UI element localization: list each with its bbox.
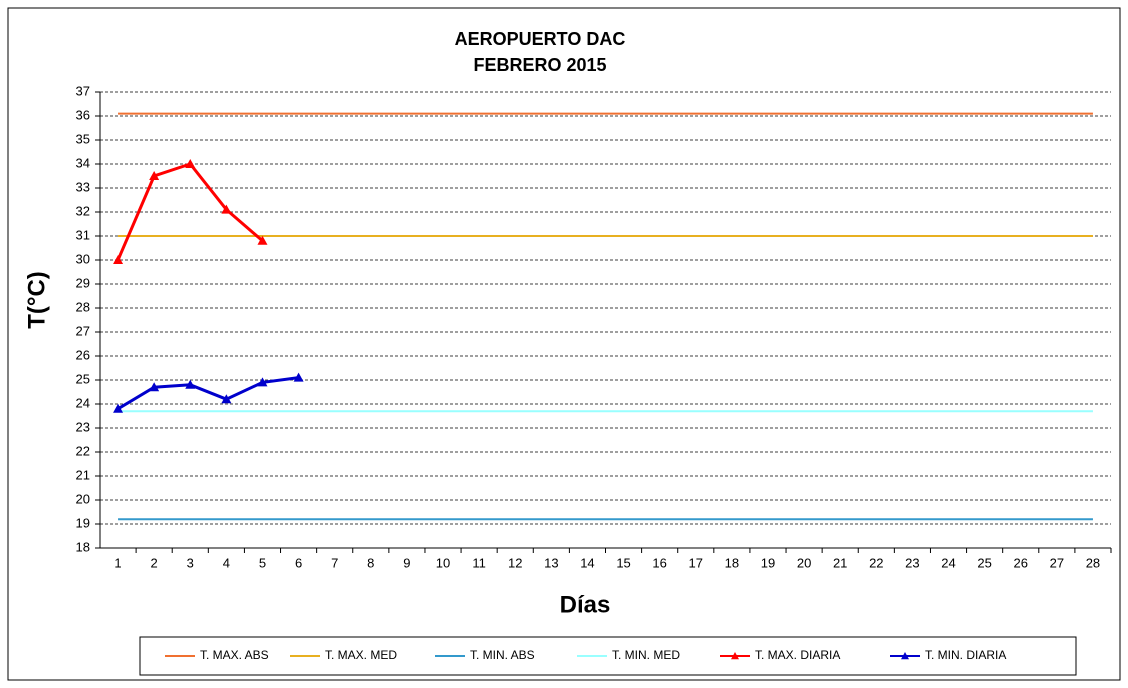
- point-marker: [113, 403, 124, 413]
- point-marker: [113, 255, 124, 264]
- x-tick-label: 23: [905, 555, 919, 570]
- chart-border: [7, 7, 1121, 681]
- point-marker: [221, 204, 232, 214]
- point-marker: [185, 159, 196, 168]
- x-tick-label: 26: [1013, 555, 1027, 570]
- legend-label: T. MIN. ABS: [470, 648, 535, 662]
- y-tick-label: 30: [76, 251, 90, 266]
- x-tick-label: 3: [187, 555, 194, 570]
- x-tick-label: 15: [616, 555, 630, 570]
- x-tick-label: 25: [977, 555, 991, 570]
- y-tick-label: 34: [76, 155, 90, 170]
- x-tick-label: 28: [1086, 555, 1100, 570]
- x-tick-label: 7: [331, 555, 338, 570]
- x-tick-label: 6: [295, 555, 302, 570]
- legend-label: T. MAX. MED: [325, 648, 397, 662]
- series-line: [117, 376, 299, 411]
- point-marker: [149, 382, 160, 392]
- point-marker: [257, 235, 268, 245]
- legend-marker: [901, 652, 909, 660]
- x-tick-label: 11: [472, 555, 486, 570]
- point-marker: [149, 171, 160, 180]
- chart-title: AEROPUERTO DAC: [455, 29, 626, 49]
- x-tick-label: 24: [941, 555, 955, 570]
- x-tick-label: 8: [367, 555, 374, 570]
- y-tick-label: 23: [76, 419, 90, 434]
- legend-label: T. MIN. DIARIA: [925, 648, 1006, 662]
- y-tick-label: 27: [76, 323, 90, 338]
- y-tick-label: 26: [76, 347, 90, 362]
- x-tick-label: 19: [761, 555, 775, 570]
- x-tick-label: 21: [833, 555, 847, 570]
- y-tick-label: 35: [76, 131, 90, 146]
- x-tick-label: 17: [689, 555, 703, 570]
- x-tick-label: 22: [869, 555, 883, 570]
- x-tick-label: 9: [403, 555, 410, 570]
- legend-label: T. MIN. MED: [612, 648, 680, 662]
- x-tick-label: 18: [725, 555, 739, 570]
- x-tick-label: 27: [1050, 555, 1064, 570]
- y-axis-label: T(°C): [23, 271, 50, 329]
- y-tick-label: 24: [76, 395, 90, 410]
- x-tick-label: 4: [223, 555, 230, 570]
- x-tick-label: 5: [259, 555, 266, 570]
- y-tick-label: 37: [76, 83, 90, 98]
- legend-label: T. MAX. DIARIA: [755, 648, 840, 662]
- x-tick-label: 1: [114, 555, 121, 570]
- point-marker: [185, 379, 196, 389]
- x-tick-label: 14: [580, 555, 594, 570]
- y-tick-label: 32: [76, 203, 90, 218]
- y-tick-label: 28: [76, 299, 90, 314]
- y-tick-label: 36: [76, 107, 90, 122]
- y-tick-label: 29: [76, 275, 90, 290]
- x-tick-label: 16: [652, 555, 666, 570]
- y-tick-label: 20: [76, 491, 90, 506]
- y-tick-label: 18: [76, 539, 90, 554]
- x-tick-label: 13: [544, 555, 558, 570]
- point-marker: [257, 377, 268, 387]
- legend-label: T. MAX. ABS: [200, 648, 269, 662]
- y-tick-label: 21: [76, 467, 90, 482]
- x-axis-label: Días: [560, 591, 611, 618]
- x-tick-label: 12: [508, 555, 522, 570]
- x-tick-label: 2: [151, 555, 158, 570]
- x-tick-label: 20: [797, 555, 811, 570]
- y-tick-label: 31: [76, 227, 90, 242]
- point-marker: [293, 372, 304, 382]
- y-tick-label: 33: [76, 179, 90, 194]
- legend-marker: [731, 652, 739, 660]
- y-tick-label: 19: [76, 515, 90, 530]
- chart-subtitle: FEBRERO 2015: [473, 55, 606, 75]
- point-marker: [221, 394, 232, 404]
- y-tick-label: 25: [76, 371, 90, 386]
- y-tick-label: 22: [76, 443, 90, 458]
- x-tick-label: 10: [436, 555, 450, 570]
